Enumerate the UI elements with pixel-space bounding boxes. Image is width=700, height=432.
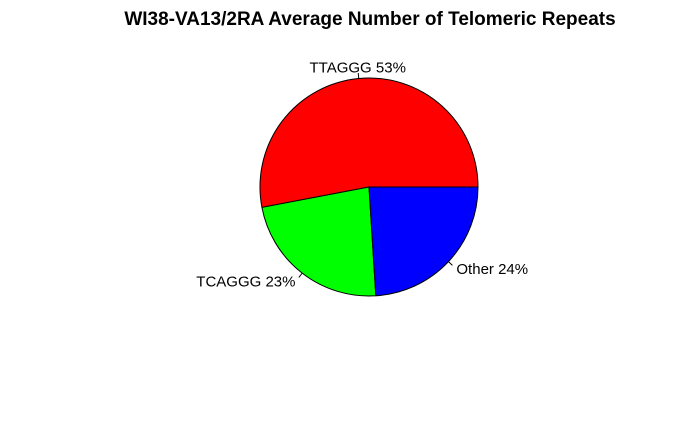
slice-label-1: TCAGGG 23% — [196, 274, 295, 291]
label-leader-0 — [357, 73, 360, 79]
pie-slice-0 — [259, 77, 479, 209]
chart-title: WI38-VA13/2RA Average Number of Telomeri… — [124, 9, 616, 30]
slices-layer — [259, 77, 479, 297]
label-leader-2 — [448, 261, 453, 266]
label-leader-1 — [298, 272, 303, 278]
slice-label-0: TTAGGG 53% — [310, 60, 406, 77]
slice-label-2: Other 24% — [456, 261, 528, 278]
labels-layer: TTAGGG 53% TCAGGG 23% Other 24% — [196, 60, 528, 291]
pie-slice-2 — [368, 186, 479, 297]
pie-slice-1 — [261, 186, 377, 297]
